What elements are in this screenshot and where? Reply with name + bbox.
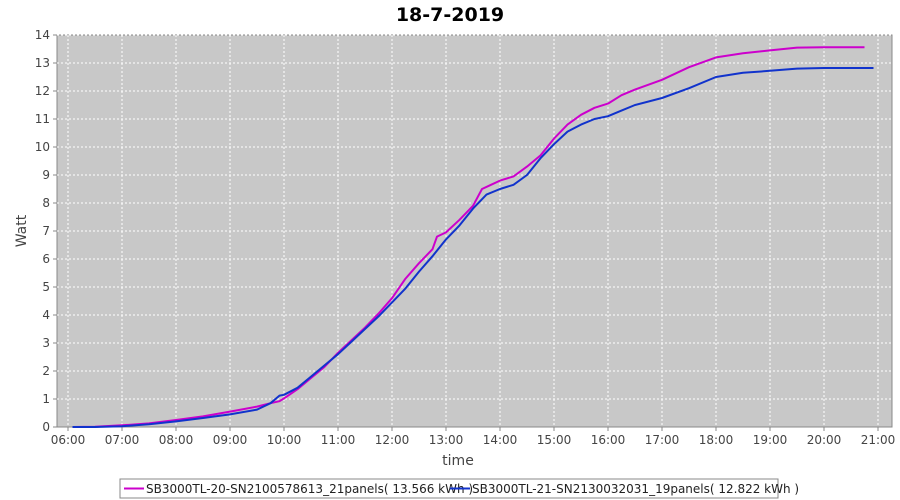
x-tick-label: 11:00 [321,433,356,447]
y-gridlines [57,34,892,400]
y-tick-label: 14 [35,28,50,42]
series-line-2 [72,67,874,428]
x-tick-label: 19:00 [753,433,788,447]
x-tick-label: 18:00 [699,433,734,447]
legend-box [119,478,779,499]
x-tick-label: 21:00 [861,433,896,447]
x-tick-label: 16:00 [591,433,626,447]
y-tick-label: 1 [42,392,50,406]
x-tick-label: 15:00 [537,433,572,447]
legend: SB3000TL-20-SN2100578613_21panels( 13.56… [119,478,799,499]
legend-label-series-1: SB3000TL-20-SN2100578613_21panels( 13.56… [146,482,473,496]
x-tick-label: 17:00 [645,433,680,447]
y-tick-label: 7 [42,224,50,238]
x-tick-label: 12:00 [375,433,410,447]
y-tick-label: 5 [42,280,50,294]
x-tick-label: 20:00 [807,433,842,447]
y-tick-label: 13 [35,56,50,70]
x-tick-label: 08:00 [159,433,194,447]
y-tick-label: 12 [35,84,50,98]
series-layer [72,46,874,428]
y-tick-label: 8 [42,196,50,210]
legend-label-series-2: SB3000TL-21-SN2130032031_19panels( 12.82… [472,482,799,496]
x-tick-label: 10:00 [267,433,302,447]
x-tick-label: 13:00 [429,433,464,447]
x-gridlines [67,35,879,427]
x-tick-label: 07:00 [105,433,140,447]
y-tick-label: 9 [42,168,50,182]
x-tick-label: 06:00 [51,433,86,447]
y-tick-label: 11 [35,112,50,126]
chart-title: 18-7-2019 [396,4,504,26]
y-tick-label: 4 [42,308,50,322]
y-axis-label: Watt [14,214,30,247]
x-tick-label: 14:00 [483,433,518,447]
y-tick-label: 6 [42,252,50,266]
y-tick-label: 3 [42,336,50,350]
x-axis-label: time [442,453,474,469]
y-tick-label: 10 [35,140,50,154]
y-tick-label: 0 [42,420,50,434]
x-axis-ticks: 06:00 07:00 08:00 09:00 10:00 11:00 12:00 13:00… [51,427,896,447]
y-tick-label: 2 [42,364,50,378]
x-tick-label: 09:00 [213,433,248,447]
